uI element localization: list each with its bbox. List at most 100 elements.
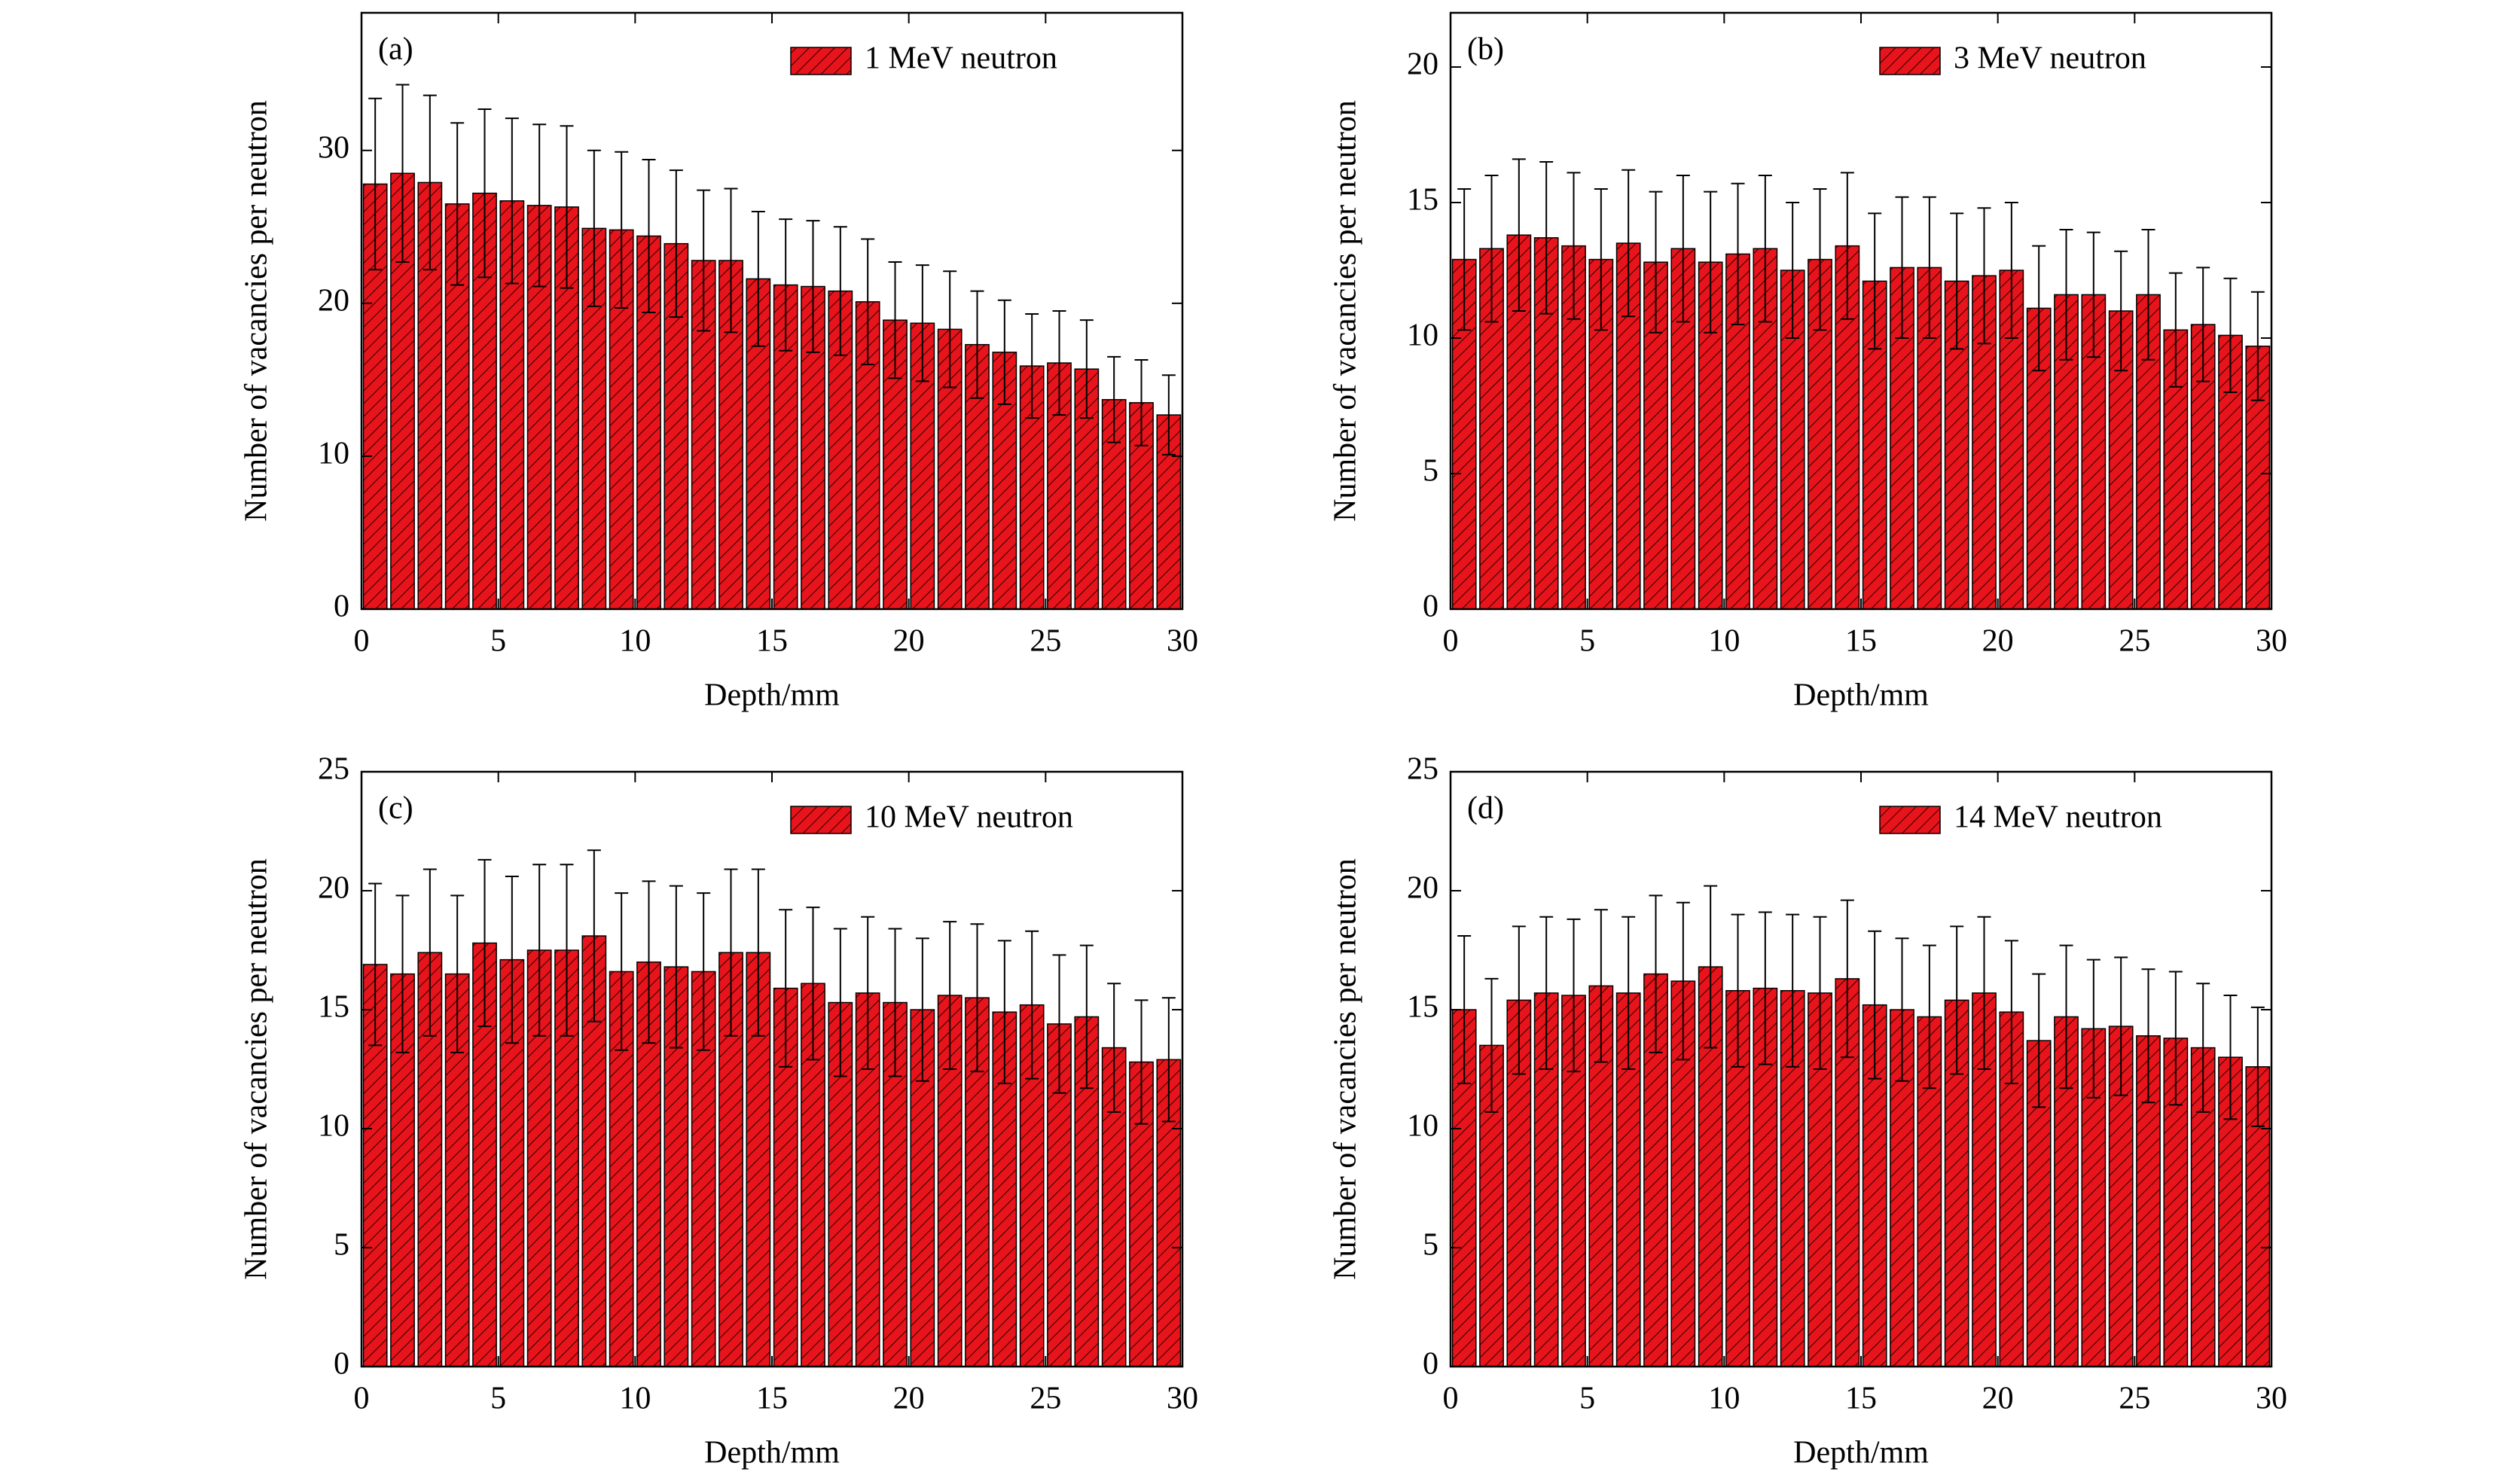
x-tick-label: 15: [1845, 624, 1877, 659]
error-bar: [1676, 175, 1690, 323]
legend-label: 1 MeV neutron: [865, 41, 1057, 76]
y-tick-label: 25: [318, 752, 349, 787]
error-bar: [1840, 899, 1854, 1059]
error-bar: [2059, 944, 2073, 1089]
y-axis-label: Number of vacancies per neutron: [1329, 858, 1363, 1280]
legend-label: 10 MeV neutron: [865, 800, 1073, 835]
error-bar: [1134, 358, 1149, 446]
error-bar: [2032, 245, 2046, 372]
error-bar: [1484, 977, 1499, 1113]
error-bar: [751, 868, 765, 1037]
error-bar: [2059, 229, 2073, 361]
error-bar: [697, 189, 711, 332]
error-bar: [505, 117, 519, 285]
y-tick-label: 20: [318, 283, 349, 318]
chart-panel: 10 MeV neutron 0 5 10 15 20 25 0 5 10 15 20 25 30 Dept…: [239, 752, 1198, 1470]
error-bar: [1649, 894, 1663, 1053]
y-tick-label: 15: [318, 990, 349, 1025]
error-bar: [1025, 930, 1039, 1080]
error-bar: [669, 885, 683, 1049]
x-tick-label: 30: [2256, 624, 2287, 659]
x-tick-label: 20: [1982, 1382, 2014, 1416]
error-bar: [477, 858, 492, 1028]
error-bar: [1539, 916, 1554, 1070]
error-bar: [1977, 207, 1991, 345]
error-bar: [395, 84, 410, 264]
error-bar: [2114, 956, 2128, 1096]
error-bar: [2223, 995, 2238, 1120]
error-bar: [1704, 190, 1718, 334]
x-tick-label: 0: [1443, 624, 1459, 659]
x-tick-label: 30: [2256, 1382, 2287, 1416]
error-bar: [1052, 954, 1066, 1094]
legend-label: 14 MeV neutron: [1954, 800, 2162, 835]
panel-annotation: (b): [1467, 32, 1504, 67]
x-axis-label: Depth/mm: [1793, 1436, 1929, 1470]
error-bar: [642, 880, 656, 1044]
error-bar: [1025, 313, 1039, 419]
error-bar: [2196, 267, 2210, 382]
error-bar: [833, 928, 847, 1077]
error-bar: [997, 940, 1011, 1084]
error-bar: [970, 923, 984, 1073]
error-bar: [615, 151, 629, 309]
error-bar: [1813, 916, 1827, 1070]
error-bar: [587, 849, 601, 1022]
y-tick-label: 0: [334, 590, 349, 624]
error-bar: [669, 169, 683, 318]
error-bar: [2004, 202, 2018, 339]
y-tick-label: 20: [318, 871, 349, 906]
x-tick-label: 20: [893, 624, 925, 659]
error-bar: [1052, 310, 1066, 416]
y-tick-label: 5: [1423, 454, 1438, 489]
error-bar: [779, 218, 793, 352]
error-bar: [450, 122, 465, 286]
error-bar: [2141, 968, 2155, 1104]
error-bar: [970, 290, 984, 399]
error-bar: [751, 211, 765, 347]
error-bar: [861, 916, 875, 1070]
y-tick-label: 25: [1407, 752, 1438, 787]
error-bar: [423, 868, 437, 1037]
error-bar: [833, 226, 847, 356]
error-bar: [2086, 231, 2101, 358]
error-bar: [1622, 916, 1636, 1070]
bar: [2081, 1028, 2107, 1367]
y-axis-label: Number of vacancies per neutron: [1329, 100, 1363, 522]
y-tick-label: 20: [1407, 871, 1438, 906]
error-bar: [997, 299, 1011, 405]
error-bar: [1079, 319, 1094, 419]
x-tick-label: 5: [490, 624, 506, 659]
error-bar: [1786, 202, 1800, 339]
error-bar: [1457, 935, 1472, 1084]
error-bar: [1868, 212, 1882, 350]
error-bar: [2032, 973, 2046, 1108]
legend-swatch: [1879, 806, 1941, 834]
error-bar: [642, 158, 656, 314]
bar: [472, 942, 497, 1367]
panel-annotation: (d): [1467, 791, 1504, 826]
y-tick-label: 10: [1407, 318, 1438, 353]
error-bar: [806, 220, 820, 353]
legend-label: 3 MeV neutron: [1954, 41, 2146, 76]
legend-swatch: [790, 47, 852, 75]
panel-annotation: (a): [378, 32, 413, 67]
error-bar: [724, 868, 738, 1037]
x-axis-label: Depth/mm: [704, 1436, 840, 1470]
x-tick-label: 25: [1030, 624, 1061, 659]
error-bar: [1512, 925, 1526, 1075]
error-bar: [1922, 196, 1936, 339]
error-bar: [915, 937, 929, 1082]
x-tick-label: 10: [619, 1382, 651, 1416]
x-tick-label: 10: [1708, 1382, 1740, 1416]
error-bar: [2004, 940, 2018, 1084]
chart-panel: 3 MeV neutron 0 5 10 15 20 0 5 10 15 20 25 30 Depth/m…: [1329, 11, 2287, 713]
y-tick-label: 15: [1407, 990, 1438, 1025]
error-bar: [368, 882, 383, 1047]
error-bar: [1512, 158, 1526, 312]
error-bar: [1649, 190, 1663, 334]
y-tick-label: 10: [318, 1109, 349, 1144]
error-bar: [560, 864, 574, 1037]
